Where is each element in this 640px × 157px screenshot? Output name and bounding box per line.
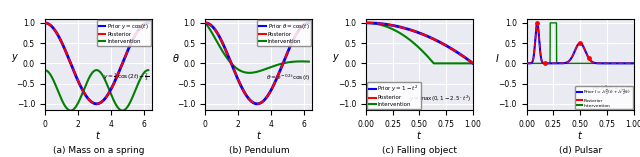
- Y-axis label: $I$: $I$: [495, 52, 499, 64]
- Y-axis label: $y$: $y$: [332, 52, 340, 64]
- Point: [532, 22, 542, 24]
- Point: [575, 42, 585, 44]
- Point: [584, 57, 594, 59]
- Point: [540, 62, 550, 65]
- Text: $I=\mathcal{N}_3^2(t)+\mathcal{N}_4(t)$: $I=\mathcal{N}_3^2(t)+\mathcal{N}_4(t)$: [592, 83, 632, 94]
- Text: (d) Pulsar: (d) Pulsar: [559, 146, 602, 155]
- Text: $y=\frac{1}{2}\cos(2t)-\frac{2}{3}$: $y=\frac{1}{2}\cos(2t)-\frac{2}{3}$: [103, 72, 150, 84]
- X-axis label: $t$: $t$: [577, 129, 583, 141]
- Legend: Prior $\theta=\cos(t)$, Posterior, Intervention: Prior $\theta=\cos(t)$, Posterior, Inter…: [257, 20, 311, 46]
- Text: $\theta=e^{-0.2t}\cos(t)$: $\theta=e^{-0.2t}\cos(t)$: [266, 73, 310, 84]
- Text: $y=\max(0, 1-2.5\cdot t^2)$: $y=\max(0, 1-2.5\cdot t^2)$: [408, 93, 471, 103]
- Y-axis label: $\theta$: $\theta$: [172, 52, 180, 64]
- Y-axis label: $y$: $y$: [11, 52, 19, 64]
- X-axis label: $t$: $t$: [95, 129, 101, 141]
- Text: (b) Pendulum: (b) Pendulum: [228, 146, 289, 155]
- X-axis label: $t$: $t$: [256, 129, 262, 141]
- Legend: Prior $I=\mathcal{N}_1^2(t)+\mathcal{N}_2^2(t)$, Posterior, Intervention: Prior $I=\mathcal{N}_1^2(t)+\mathcal{N}_…: [575, 86, 633, 109]
- Legend: Prior $y=1-t^2$, Posterior, Intervention: Prior $y=1-t^2$, Posterior, Intervention: [367, 82, 420, 109]
- Legend: Prior $y=\cos(t)$, Posterior, Intervention: Prior $y=\cos(t)$, Posterior, Interventi…: [97, 20, 151, 46]
- X-axis label: $t$: $t$: [417, 129, 422, 141]
- Text: (a) Mass on a spring: (a) Mass on a spring: [52, 146, 144, 155]
- Text: (c) Falling object: (c) Falling object: [382, 146, 457, 155]
